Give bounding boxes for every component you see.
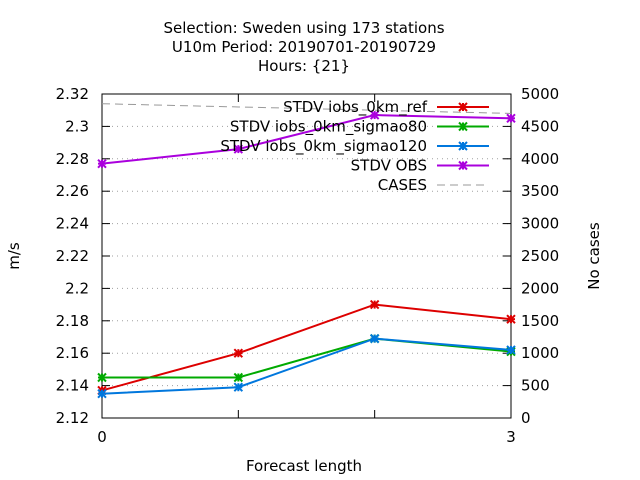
y-tick-label: 2.14 [56, 377, 89, 395]
y-tick-label: 2.16 [56, 344, 89, 362]
title-line-3: Hours: {21} [258, 57, 350, 75]
series [97, 103, 516, 399]
series-line [101, 303, 512, 392]
y-tick-label: 2.2 [65, 279, 89, 297]
y2-tick-label: 1500 [521, 312, 559, 330]
series-point [97, 372, 107, 383]
y2-tick-label: 500 [521, 377, 550, 395]
legend-marker [458, 121, 468, 132]
series-line [101, 337, 512, 395]
series-point [369, 299, 380, 310]
y-tick-label: 2.28 [56, 150, 89, 168]
y2-tick-label: 3500 [521, 182, 559, 200]
legend-marker [458, 141, 468, 151]
y2-tick-label: 2000 [521, 279, 559, 297]
y-tick-label: 2.24 [56, 215, 89, 233]
x-tick-label: 0 [97, 428, 107, 446]
legend-entry-0: STDV iobs_0km_ref [283, 98, 489, 117]
series-3 [97, 110, 516, 169]
plot-frame [101, 93, 512, 419]
x-tick-label: 3 [506, 428, 516, 446]
legend-label: CASES [378, 176, 427, 194]
y-tick-label: 2.32 [56, 85, 89, 103]
series-point [369, 110, 380, 120]
series-point [506, 314, 516, 324]
series-4 [101, 103, 512, 114]
series-point [506, 345, 516, 355]
y2-tick-label: 0 [521, 409, 531, 427]
y-tick-label: 2.12 [56, 409, 89, 427]
x-axis-label: Forecast length [246, 457, 362, 475]
series-point [369, 333, 380, 344]
axes: 2.12 2.14 2.16 2.18 2.2 2.22 2.24 2.26 2.28 2.3 2.… [56, 85, 560, 446]
legend-marker [458, 160, 468, 171]
legend-label: STDV iobs_0km_sigmao120 [220, 137, 427, 156]
series-point [233, 382, 244, 392]
y2-tick-label: 4500 [521, 117, 559, 135]
y2-axis-label: No cases [585, 222, 603, 290]
y-tick-label: 2.3 [65, 117, 89, 135]
y-tick-label: 2.18 [56, 312, 89, 330]
title-line-2: U10m Period: 20190701-20190729 [172, 38, 436, 56]
legend-label: STDV iobs_0km_sigmao80 [230, 118, 427, 137]
legend-entry-4: CASES [378, 176, 489, 194]
legend-label: STDV iobs_0km_ref [283, 98, 428, 117]
legend-entry-2: STDV iobs_0km_sigmao120 [220, 137, 489, 156]
chart-title: Selection: Sweden using 173 stations U10… [163, 19, 444, 75]
legend-label: STDV OBS [351, 157, 427, 175]
legend-entry-3: STDV OBS [351, 157, 489, 175]
y2-tick-label: 2500 [521, 247, 559, 265]
series-point [233, 372, 244, 383]
series-line [101, 103, 512, 114]
title-line-1: Selection: Sweden using 173 stations [163, 19, 444, 37]
series-point [233, 348, 244, 358]
series-line [101, 114, 512, 165]
legend-entry-1: STDV iobs_0km_sigmao80 [230, 118, 489, 137]
legend-marker [458, 102, 468, 112]
series-point [233, 144, 244, 154]
y2-tick-label: 1000 [521, 344, 559, 362]
y-tick-label: 2.26 [56, 182, 89, 200]
y2-tick-label: 4000 [521, 150, 559, 168]
series-0 [97, 299, 516, 396]
y-axis-label: m/s [5, 242, 23, 270]
series-point [97, 158, 107, 169]
series-2 [97, 333, 516, 399]
series-point [97, 388, 107, 399]
series-point [506, 113, 516, 124]
y2-tick-label: 3000 [521, 215, 559, 233]
y-tick-label: 2.22 [56, 247, 89, 265]
y2-tick-label: 5000 [521, 85, 559, 103]
